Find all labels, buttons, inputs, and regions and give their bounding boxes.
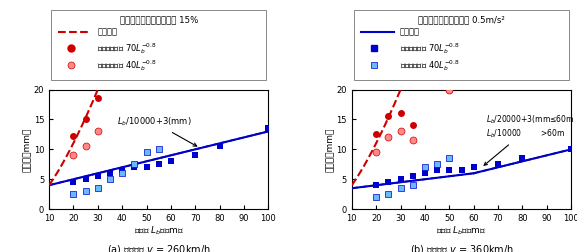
Point — [408, 123, 417, 128]
Point — [469, 165, 478, 169]
Point — [396, 186, 405, 190]
Point — [81, 177, 90, 181]
Point — [396, 177, 405, 181]
Point — [384, 180, 393, 184]
Text: 動的相互作用 70$L_b^{-0.8}$: 動的相互作用 70$L_b^{-0.8}$ — [400, 41, 460, 56]
Point — [130, 162, 139, 166]
Point — [154, 147, 163, 151]
Text: $L_b$/20000+3(mm≤60m
$L_b$/10000        >60m: $L_b$/20000+3(mm≤60m $L_b$/10000 >60m — [484, 114, 574, 165]
Point — [420, 171, 429, 175]
Text: 動的相互作用 70$L_b^{-0.8}$: 動的相互作用 70$L_b^{-0.8}$ — [98, 41, 157, 56]
Point — [93, 129, 103, 133]
Text: (a) 列車速度 $v$ = 260km/h: (a) 列車速度 $v$ = 260km/h — [107, 243, 211, 252]
Text: $L_b$/10000+3(mm): $L_b$/10000+3(mm) — [117, 116, 197, 146]
Point — [118, 171, 127, 175]
Point — [93, 186, 103, 190]
X-axis label: スパン $L_b$　（m）: スパン $L_b$ （m） — [436, 225, 486, 237]
Text: 走行安全性：輪重減少率 15%: 走行安全性：輪重減少率 15% — [119, 15, 198, 24]
Point — [264, 126, 273, 130]
Point — [142, 150, 151, 154]
Point — [445, 87, 454, 91]
Text: 半正弦波: 半正弦波 — [400, 27, 420, 37]
Point — [457, 168, 466, 172]
Point — [372, 132, 381, 136]
Point — [433, 168, 442, 172]
Point — [445, 87, 454, 91]
Point — [567, 147, 576, 151]
Point — [81, 117, 90, 121]
Y-axis label: 限界値（mm）: 限界値（mm） — [326, 127, 335, 172]
FancyBboxPatch shape — [51, 10, 266, 80]
Text: 動的相互作用 40$L_b^{-0.8}$: 動的相互作用 40$L_b^{-0.8}$ — [98, 58, 157, 73]
Point — [384, 114, 393, 118]
Point — [445, 156, 454, 160]
Point — [493, 162, 503, 166]
Point — [384, 135, 393, 139]
Y-axis label: 限界値（mm）: 限界値（mm） — [23, 127, 32, 172]
Point — [93, 97, 103, 101]
Point — [69, 153, 78, 157]
Point — [372, 195, 381, 199]
Text: 乗り心地：車体加速度 0.5m/s²: 乗り心地：車体加速度 0.5m/s² — [418, 15, 505, 24]
Point — [408, 174, 417, 178]
Point — [69, 180, 78, 184]
FancyBboxPatch shape — [354, 10, 569, 80]
Point — [396, 129, 405, 133]
Point — [384, 192, 393, 196]
Point — [372, 150, 381, 154]
X-axis label: スパン $L_b$　（m）: スパン $L_b$ （m） — [134, 225, 184, 237]
Point — [191, 153, 200, 157]
Point — [408, 138, 417, 142]
Point — [81, 189, 90, 193]
Point — [372, 183, 381, 187]
Point — [445, 168, 454, 172]
Point — [106, 171, 115, 175]
Point — [130, 165, 139, 169]
Point — [142, 165, 151, 169]
Point — [518, 156, 527, 160]
Point — [215, 144, 224, 148]
Point — [81, 144, 90, 148]
Text: 半正弦波: 半正弦波 — [98, 27, 117, 37]
Point — [69, 192, 78, 196]
Point — [93, 174, 103, 178]
Point — [420, 165, 429, 169]
Point — [69, 134, 78, 138]
Point — [106, 177, 115, 181]
Point — [166, 159, 175, 163]
Point — [118, 168, 127, 172]
Point — [154, 162, 163, 166]
Text: (b) 列車速度 $v$ = 360km/h: (b) 列車速度 $v$ = 360km/h — [410, 243, 514, 252]
Point — [408, 183, 417, 187]
Point — [396, 111, 405, 115]
Point — [433, 162, 442, 166]
Text: 動的相互作用 40$L_b^{-0.8}$: 動的相互作用 40$L_b^{-0.8}$ — [400, 58, 460, 73]
